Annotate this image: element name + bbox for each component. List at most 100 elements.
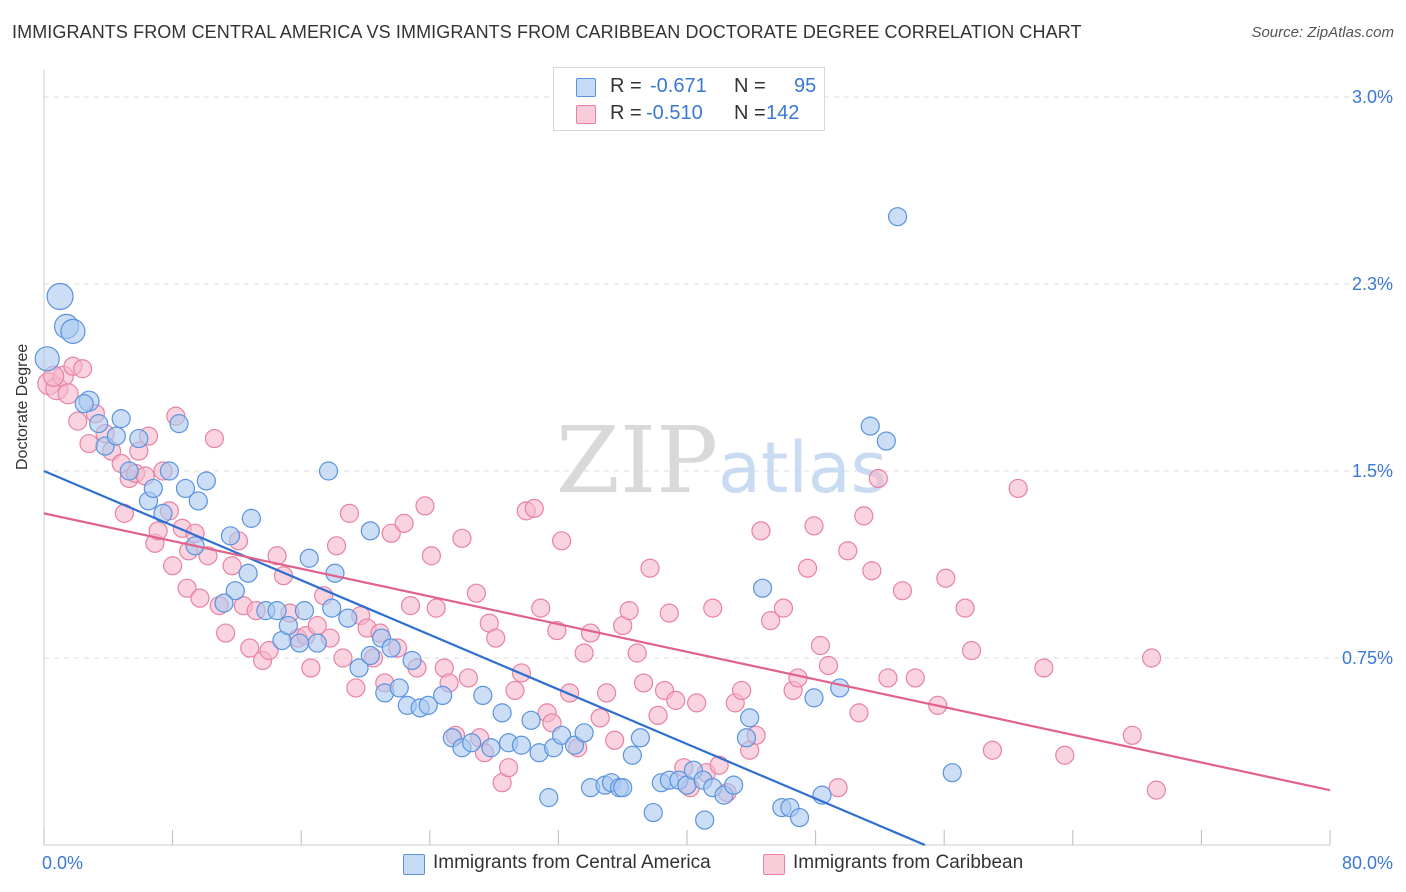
central-america-point bbox=[325, 563, 345, 583]
caribbean-point bbox=[177, 578, 197, 598]
caribbean-point bbox=[1141, 648, 1162, 668]
central-america-point bbox=[389, 678, 409, 698]
caribbean-point bbox=[597, 683, 617, 703]
legend-r-label: R = bbox=[610, 102, 642, 124]
caribbean-point bbox=[381, 523, 401, 543]
legend-swatch-blue bbox=[576, 78, 596, 97]
caribbean-point bbox=[400, 596, 421, 616]
caribbean-point bbox=[936, 568, 956, 588]
caribbean-point bbox=[560, 683, 580, 703]
central-america-point bbox=[860, 416, 880, 436]
central-america-point bbox=[175, 478, 196, 499]
caribbean-point bbox=[486, 628, 506, 648]
caribbean-point bbox=[333, 648, 353, 668]
central-america-point bbox=[238, 563, 258, 583]
caribbean-point bbox=[498, 758, 519, 778]
legend-n-value: 95 bbox=[794, 75, 817, 97]
caribbean-point bbox=[751, 521, 771, 541]
caribbean-point bbox=[878, 668, 898, 688]
y-tick-label: 0.75% bbox=[1342, 648, 1393, 668]
caribbean-point bbox=[452, 528, 472, 548]
bottom-legend-label: Immigrants from Caribbean bbox=[793, 852, 1024, 873]
caribbean-point bbox=[818, 655, 839, 676]
caribbean-point bbox=[640, 558, 660, 578]
caribbean-point bbox=[687, 693, 707, 713]
caribbean-point bbox=[394, 513, 414, 533]
central-america-point bbox=[752, 578, 773, 598]
bottom-legend-label: Immigrants from Central America bbox=[433, 852, 711, 873]
central-america-point bbox=[887, 207, 908, 227]
caribbean-point bbox=[804, 516, 824, 536]
central-america-point bbox=[338, 608, 358, 628]
central-america-point bbox=[169, 414, 189, 434]
central-america-point bbox=[159, 461, 179, 481]
central-america-point bbox=[789, 807, 810, 828]
caribbean-point bbox=[797, 558, 818, 578]
bottom-legend-swatch-pink bbox=[763, 854, 785, 875]
caribbean-point bbox=[760, 610, 781, 631]
caribbean-point bbox=[605, 730, 625, 750]
caribbean-point bbox=[1055, 745, 1075, 765]
central-america-point bbox=[106, 426, 126, 446]
central-america-point bbox=[196, 471, 216, 491]
caribbean-point bbox=[619, 601, 639, 621]
caribbean-point bbox=[659, 603, 679, 623]
central-america-point bbox=[643, 802, 663, 823]
caribbean-point bbox=[57, 383, 79, 405]
central-america-point bbox=[119, 461, 139, 481]
caribbean-point bbox=[810, 635, 831, 656]
central-america-point bbox=[402, 650, 422, 671]
central-america-point bbox=[214, 593, 234, 613]
central-america-point bbox=[60, 318, 86, 344]
caribbean-point bbox=[633, 673, 654, 693]
correlation-legend: R = -0.671 N = 95 R = -0.510 N = 142 bbox=[553, 67, 825, 131]
caribbean-point bbox=[732, 680, 752, 701]
central-america-point bbox=[481, 738, 501, 758]
chart-source: Source: ZipAtlas.com bbox=[1251, 24, 1394, 41]
chart-title: IMMIGRANTS FROM CENTRAL AMERICA VS IMMIG… bbox=[12, 22, 1082, 42]
caribbean-point bbox=[868, 468, 888, 489]
legend-r-value: -0.671 bbox=[650, 75, 707, 97]
central-america-point bbox=[724, 775, 744, 795]
series-central-america-points bbox=[34, 207, 962, 830]
caribbean-point bbox=[259, 640, 279, 661]
trend-lines bbox=[43, 469, 1331, 847]
caribbean-point bbox=[421, 546, 442, 566]
legend-n-label: N = bbox=[734, 102, 766, 124]
caribbean-point bbox=[773, 598, 794, 618]
central-america-point bbox=[613, 778, 633, 798]
x-tick-label-right: 80.0% bbox=[1342, 853, 1393, 873]
caribbean-point bbox=[466, 583, 487, 603]
central-america-point bbox=[804, 688, 824, 708]
caribbean-point bbox=[204, 428, 224, 449]
axes bbox=[43, 70, 1331, 846]
caribbean-point bbox=[415, 496, 435, 516]
caribbean-trend-line bbox=[43, 512, 1331, 792]
caribbean-point bbox=[1146, 780, 1166, 800]
legend-n-label: N = bbox=[734, 75, 766, 97]
central-america-point bbox=[46, 282, 74, 311]
central-america-point bbox=[322, 598, 342, 618]
caribbean-point bbox=[703, 598, 723, 618]
caribbean-point bbox=[240, 638, 260, 658]
caribbean-point bbox=[955, 598, 975, 618]
caribbean-point bbox=[961, 640, 982, 661]
central-america-point bbox=[539, 788, 559, 808]
y-tick-label: 1.5% bbox=[1352, 461, 1393, 481]
caribbean-point bbox=[862, 561, 882, 581]
series-caribbean-points bbox=[37, 356, 1166, 803]
central-america-point bbox=[736, 728, 757, 748]
caribbean-point bbox=[892, 581, 913, 601]
caribbean-point bbox=[198, 546, 218, 566]
caribbean-point bbox=[426, 598, 446, 618]
caribbean-point bbox=[838, 541, 858, 561]
caribbean-point bbox=[339, 503, 360, 523]
caribbean-point bbox=[1122, 725, 1142, 745]
caribbean-point bbox=[590, 708, 610, 728]
caribbean-point bbox=[458, 668, 478, 688]
caribbean-point bbox=[346, 678, 366, 698]
caribbean-point bbox=[648, 705, 668, 725]
central-america-point bbox=[349, 658, 369, 678]
caribbean-point bbox=[524, 498, 544, 518]
